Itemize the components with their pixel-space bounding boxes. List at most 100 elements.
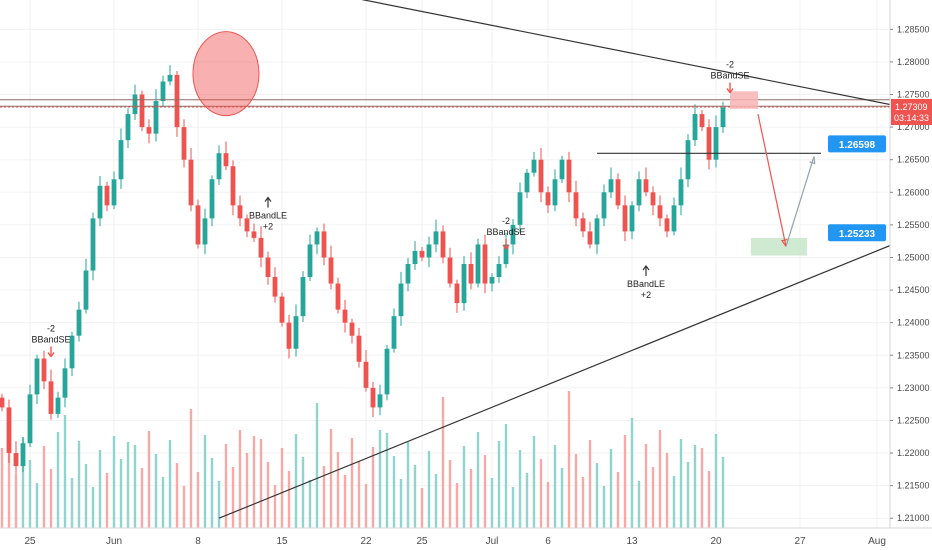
signal-name: BBandSE bbox=[486, 227, 525, 237]
candle-body bbox=[146, 127, 152, 134]
volume-bar bbox=[63, 415, 67, 528]
candle-body bbox=[321, 231, 327, 258]
candle-body bbox=[307, 244, 313, 278]
volume-bar bbox=[343, 475, 347, 528]
candle-body bbox=[132, 94, 138, 115]
volume-bar bbox=[700, 448, 704, 528]
volume-bar bbox=[70, 478, 74, 528]
candle-body bbox=[328, 257, 334, 284]
volume-bar bbox=[658, 430, 662, 528]
signal-bbandle-2: BBandLE+2 bbox=[627, 265, 665, 300]
candle-body bbox=[398, 283, 404, 317]
y-tick-label: 1.26500 bbox=[897, 155, 930, 165]
y-tick-label: 1.23500 bbox=[897, 350, 930, 360]
volume-bar bbox=[553, 445, 557, 528]
candle-body bbox=[188, 159, 194, 206]
volume-bar bbox=[539, 459, 543, 528]
signal-value: +2 bbox=[641, 290, 651, 300]
volume-bar bbox=[231, 467, 235, 528]
candle-body bbox=[468, 264, 474, 284]
signal-value: -2 bbox=[47, 324, 55, 334]
candle-body bbox=[265, 257, 271, 278]
volume-bar bbox=[581, 477, 585, 528]
candle-body bbox=[657, 205, 663, 219]
candle-body bbox=[692, 114, 698, 141]
candle-body bbox=[300, 277, 306, 317]
volume-bar bbox=[679, 439, 683, 528]
volume-bar bbox=[196, 472, 200, 528]
candle-body bbox=[363, 361, 369, 388]
candle-body bbox=[216, 153, 222, 180]
volume-bar bbox=[392, 456, 396, 528]
y-tick-label: 1.22500 bbox=[897, 415, 930, 425]
candle-body bbox=[97, 185, 103, 219]
candle-body bbox=[475, 244, 481, 284]
volume-bar bbox=[217, 481, 221, 528]
candle-body bbox=[356, 335, 362, 362]
volume-bar bbox=[280, 448, 284, 528]
signal-value: -2 bbox=[726, 60, 734, 70]
candle-body bbox=[650, 192, 656, 206]
volume-bar bbox=[364, 484, 368, 528]
x-tick-label: 25 bbox=[24, 536, 36, 547]
signal-arrowhead-down-icon bbox=[502, 244, 510, 251]
candle-body bbox=[566, 159, 572, 193]
volume-bar bbox=[532, 436, 536, 528]
volume-bar bbox=[329, 429, 333, 528]
label-125233: 1.25233 bbox=[828, 224, 886, 242]
volume-bar bbox=[308, 480, 312, 528]
candle-body bbox=[181, 127, 187, 160]
volume-bar bbox=[168, 440, 172, 528]
volume-bar bbox=[238, 430, 242, 528]
candle-body bbox=[104, 185, 110, 206]
candle-body bbox=[174, 74, 180, 128]
volume-bar bbox=[7, 451, 11, 528]
candle-body bbox=[230, 166, 236, 206]
candle-body bbox=[552, 179, 558, 206]
volume-bar bbox=[105, 473, 109, 528]
candle-body bbox=[419, 250, 425, 258]
volume-bar bbox=[224, 444, 228, 528]
volume-bar bbox=[504, 424, 508, 528]
candle-body bbox=[720, 107, 726, 128]
candle-body bbox=[440, 231, 446, 258]
candle-body bbox=[370, 387, 376, 408]
signal-name: BBandSE bbox=[31, 335, 70, 345]
candle-body bbox=[426, 244, 432, 258]
x-tick-label: 6 bbox=[545, 536, 551, 547]
candle-body bbox=[209, 179, 215, 219]
volume-bar bbox=[595, 463, 599, 528]
volume-bar bbox=[273, 485, 277, 528]
candle-body bbox=[335, 283, 341, 310]
candle-body bbox=[685, 140, 691, 180]
candle-body bbox=[615, 179, 621, 206]
candle-body bbox=[251, 231, 257, 238]
volume-bar bbox=[560, 468, 564, 528]
candle-body bbox=[202, 218, 208, 245]
signal-name: BBandSE bbox=[710, 71, 749, 81]
label-126598: 1.26598 bbox=[828, 135, 886, 153]
price-label-text: 1.26598 bbox=[839, 140, 876, 151]
volume-bar bbox=[567, 391, 571, 528]
y-tick-label: 1.27000 bbox=[897, 122, 930, 132]
volume-bar bbox=[441, 397, 445, 528]
volume-bar bbox=[77, 441, 81, 528]
candle-body bbox=[76, 309, 82, 336]
candle-body bbox=[195, 205, 201, 245]
candle-layer bbox=[0, 65, 726, 474]
signal-arrowhead-down-icon bbox=[47, 352, 55, 358]
price-axis-bg bbox=[890, 0, 932, 550]
candle-body bbox=[601, 192, 607, 219]
last-price-tag bbox=[891, 98, 932, 125]
volume-bar bbox=[315, 403, 319, 528]
projection-up-arrowhead bbox=[809, 156, 816, 165]
volume-bar bbox=[182, 486, 186, 528]
volume-bar bbox=[161, 477, 165, 528]
candle-body bbox=[6, 407, 12, 454]
volume-bar bbox=[427, 451, 431, 528]
